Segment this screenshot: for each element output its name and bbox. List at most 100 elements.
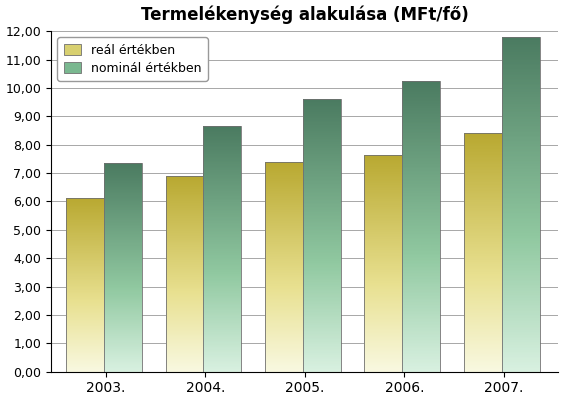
Bar (402, 94, 440, 95)
Bar (166, 256, 204, 257)
Bar (166, 239, 204, 241)
Bar (364, 226, 402, 227)
Bar (104, 213, 142, 214)
Bar (364, 260, 402, 261)
Bar (502, 77, 540, 79)
Bar (66, 225, 104, 227)
Bar (66, 245, 104, 247)
Bar (166, 300, 204, 301)
Bar (204, 180, 241, 182)
Bar (402, 321, 440, 322)
Bar (364, 313, 402, 314)
Bar (66, 308, 104, 309)
Bar (66, 301, 104, 302)
Bar (464, 206, 502, 207)
Bar (66, 253, 104, 254)
Bar (104, 232, 142, 233)
Bar (502, 49, 540, 50)
Bar (265, 353, 303, 354)
Bar (364, 323, 402, 324)
Bar (303, 310, 341, 312)
Bar (104, 267, 142, 269)
Bar (66, 364, 104, 365)
Bar (265, 314, 303, 315)
Bar (502, 102, 540, 104)
Bar (265, 352, 303, 353)
Bar (402, 148, 440, 149)
Bar (364, 306, 402, 307)
Bar (303, 106, 341, 107)
Bar (402, 267, 440, 268)
Bar (303, 305, 341, 306)
Bar (364, 223, 402, 224)
Bar (502, 65, 540, 67)
Bar (402, 233, 440, 235)
Bar (402, 308, 440, 309)
Bar (364, 264, 402, 265)
Bar (104, 310, 142, 311)
Bar (402, 225, 440, 226)
Bar (464, 341, 502, 342)
Bar (303, 245, 341, 246)
Bar (502, 152, 540, 154)
Bar (502, 255, 540, 256)
Bar (265, 335, 303, 336)
Bar (502, 346, 540, 348)
Bar (464, 195, 502, 196)
Bar (66, 227, 104, 228)
Bar (402, 177, 440, 178)
Bar (204, 282, 241, 284)
Bar (364, 263, 402, 264)
Bar (265, 177, 303, 178)
Bar (502, 312, 540, 313)
Bar (204, 136, 241, 137)
Bar (104, 200, 142, 202)
Bar (265, 202, 303, 203)
Bar (502, 169, 540, 171)
Bar (204, 270, 241, 271)
Bar (303, 259, 341, 260)
Bar (402, 217, 440, 219)
Bar (265, 313, 303, 314)
Bar (364, 320, 402, 321)
Bar (204, 150, 241, 151)
Bar (303, 159, 341, 160)
Bar (402, 302, 440, 304)
Bar (204, 145, 241, 146)
Bar (66, 257, 104, 258)
Bar (303, 234, 341, 235)
Bar (464, 284, 502, 285)
Bar (204, 262, 241, 264)
Title: Termelékenység alakulása (MFt/fő): Termelékenység alakulása (MFt/fő) (141, 6, 469, 24)
Bar (303, 309, 341, 310)
Bar (303, 351, 341, 352)
Bar (364, 198, 402, 199)
Bar (464, 253, 502, 254)
Bar (402, 154, 440, 155)
Bar (303, 339, 341, 340)
Bar (364, 183, 402, 184)
Bar (502, 144, 540, 146)
Bar (204, 287, 241, 288)
Bar (402, 288, 440, 289)
Bar (402, 251, 440, 253)
Bar (502, 132, 540, 134)
Bar (66, 291, 104, 292)
Bar (364, 237, 402, 238)
Bar (364, 371, 402, 372)
Bar (265, 307, 303, 308)
Bar (66, 225, 104, 226)
Bar (204, 132, 241, 134)
Bar (104, 196, 142, 198)
Bar (402, 203, 440, 205)
Bar (402, 133, 440, 135)
Bar (166, 258, 204, 259)
Bar (364, 349, 402, 350)
Bar (204, 272, 241, 273)
Bar (464, 297, 502, 298)
Bar (66, 261, 104, 262)
Bar (265, 360, 303, 361)
Bar (364, 318, 402, 320)
Bar (66, 352, 104, 353)
Bar (303, 221, 341, 222)
